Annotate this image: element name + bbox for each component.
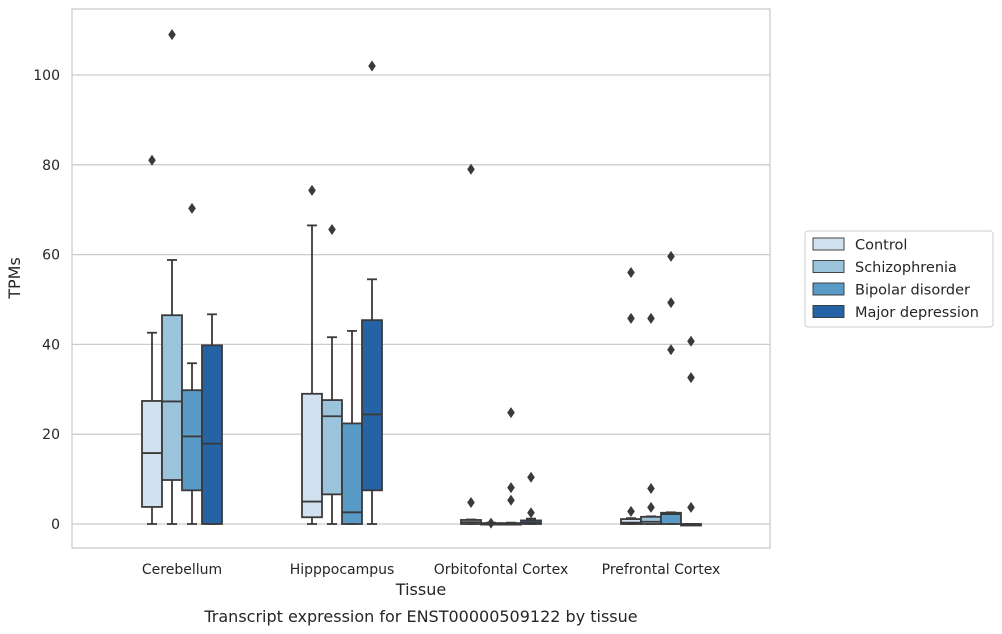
outlier-point xyxy=(507,407,515,419)
outlier-point xyxy=(687,335,695,347)
box-iqr xyxy=(640,515,662,525)
y-tick-label: 100 xyxy=(33,68,60,84)
outlier-point xyxy=(647,312,655,324)
outlier-point xyxy=(328,223,336,235)
outlier-point xyxy=(148,154,156,166)
legend-frame xyxy=(804,230,994,328)
x-tick-label: Hipppocampus xyxy=(290,562,395,578)
box-1-3 xyxy=(361,278,383,525)
outlier-point xyxy=(188,202,196,214)
legend-label: Major depression xyxy=(855,305,979,321)
outlier-point xyxy=(168,29,176,41)
x-axis-title: Tissue xyxy=(395,580,446,599)
outlier-point xyxy=(308,184,316,196)
box-iqr xyxy=(181,389,203,492)
box-0-0 xyxy=(141,331,163,525)
box-3-0 xyxy=(620,517,642,525)
outlier-point xyxy=(467,163,475,175)
outlier-point xyxy=(667,297,675,309)
y-axis-title: TPMs xyxy=(5,257,24,300)
legend-label: Bipolar disorder xyxy=(855,283,970,299)
box-iqr xyxy=(161,314,183,481)
box-iqr xyxy=(660,511,682,525)
plot-frame xyxy=(71,8,771,549)
legend-swatch xyxy=(812,282,845,296)
outlier-point xyxy=(687,372,695,384)
box-iqr xyxy=(321,399,343,496)
x-tick-label: Orbitofontal Cortex xyxy=(434,562,569,578)
box-0-2 xyxy=(181,362,203,525)
outlier-point xyxy=(687,501,695,513)
box-iqr xyxy=(341,422,363,525)
outlier-point xyxy=(368,60,376,72)
outlier-point xyxy=(527,471,535,483)
legend-items: Control Schizophrenia Bipolar disorder Majo… xyxy=(812,237,979,321)
outlier-point xyxy=(667,250,675,262)
box-2-2 xyxy=(500,521,522,526)
y-tick-label: 0 xyxy=(51,517,60,533)
outlier-point xyxy=(467,496,475,508)
box-1-1 xyxy=(321,336,343,525)
legend-swatch xyxy=(812,305,845,318)
legend-label: Schizophrenia xyxy=(855,260,957,276)
outlier-point xyxy=(627,312,635,324)
box-0-3 xyxy=(201,313,223,525)
outlier-point xyxy=(647,501,655,513)
legend-swatch xyxy=(812,260,845,273)
x-tick-label: Cerebellum xyxy=(142,562,222,578)
y-tick-label: 60 xyxy=(42,248,60,264)
box-iqr xyxy=(361,319,383,492)
y-axis-ticks: 0 20 40 60 80 100 xyxy=(33,68,60,533)
box-iqr xyxy=(301,392,323,519)
y-tick-label: 40 xyxy=(42,337,60,353)
outlier-point xyxy=(627,267,635,279)
boxes xyxy=(141,224,702,527)
legend-label: Control xyxy=(855,238,907,254)
outlier-point xyxy=(527,507,535,519)
box-iqr xyxy=(201,344,223,525)
y-tick-label: 20 xyxy=(42,427,60,443)
box-1-0 xyxy=(301,224,323,525)
legend-swatch xyxy=(812,237,845,251)
outlier-point xyxy=(667,344,675,356)
outlier-point xyxy=(647,483,655,495)
x-axis-ticks: Cerebellum Hipppocampus Orbitofontal Corte… xyxy=(142,562,720,578)
outlier-point xyxy=(507,482,515,494)
outlier-point xyxy=(507,494,515,506)
legend: Control Schizophrenia Bipolar disorder Majo… xyxy=(804,230,994,328)
box-3-2 xyxy=(660,511,682,525)
x-tick-label: Prefrontal Cortex xyxy=(602,562,721,578)
box-3-3 xyxy=(680,523,702,527)
box-0-1 xyxy=(161,259,183,525)
outlier-point xyxy=(627,505,635,517)
chart-title: Transcript expression for ENST0000050912… xyxy=(203,607,637,626)
box-3-1 xyxy=(640,515,662,525)
box-1-2 xyxy=(341,330,363,525)
box-2-0 xyxy=(460,518,482,525)
box-2-3 xyxy=(520,517,542,525)
outliers xyxy=(148,29,695,529)
y-tick-label: 80 xyxy=(42,158,60,174)
outlier-point xyxy=(487,517,495,529)
